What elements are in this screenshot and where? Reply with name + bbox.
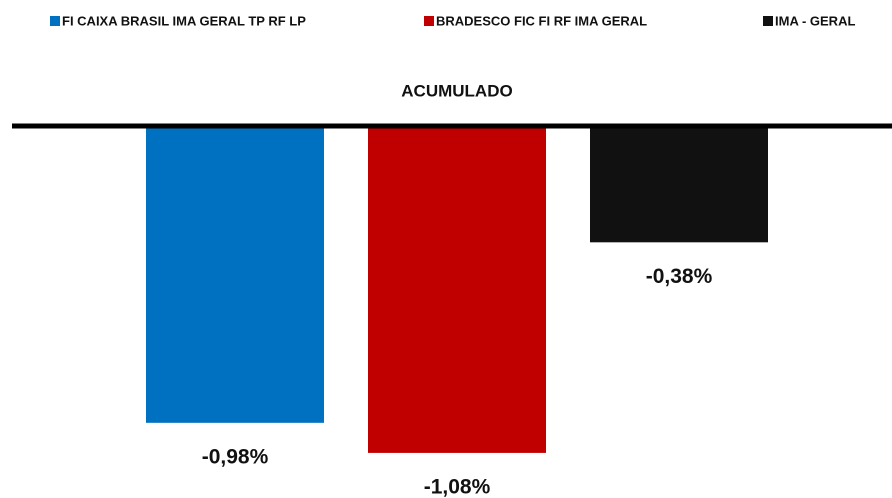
legend-label: BRADESCO FIC FI RF IMA GERAL (436, 13, 647, 28)
bar (146, 128, 324, 423)
legend-swatch (763, 16, 773, 26)
data-label: -0,38% (646, 265, 713, 288)
data-label: -0,98% (202, 445, 269, 468)
category-label: ACUMULADO (401, 81, 512, 100)
bar (368, 128, 546, 453)
legend-swatch (424, 16, 434, 26)
legend-label: IMA - GERAL (775, 13, 855, 28)
data-label: -1,08% (424, 475, 491, 498)
bar (590, 128, 768, 243)
legend-label: FI CAIXA BRASIL IMA GERAL TP RF LP (62, 13, 306, 28)
legend-swatch (50, 16, 60, 26)
